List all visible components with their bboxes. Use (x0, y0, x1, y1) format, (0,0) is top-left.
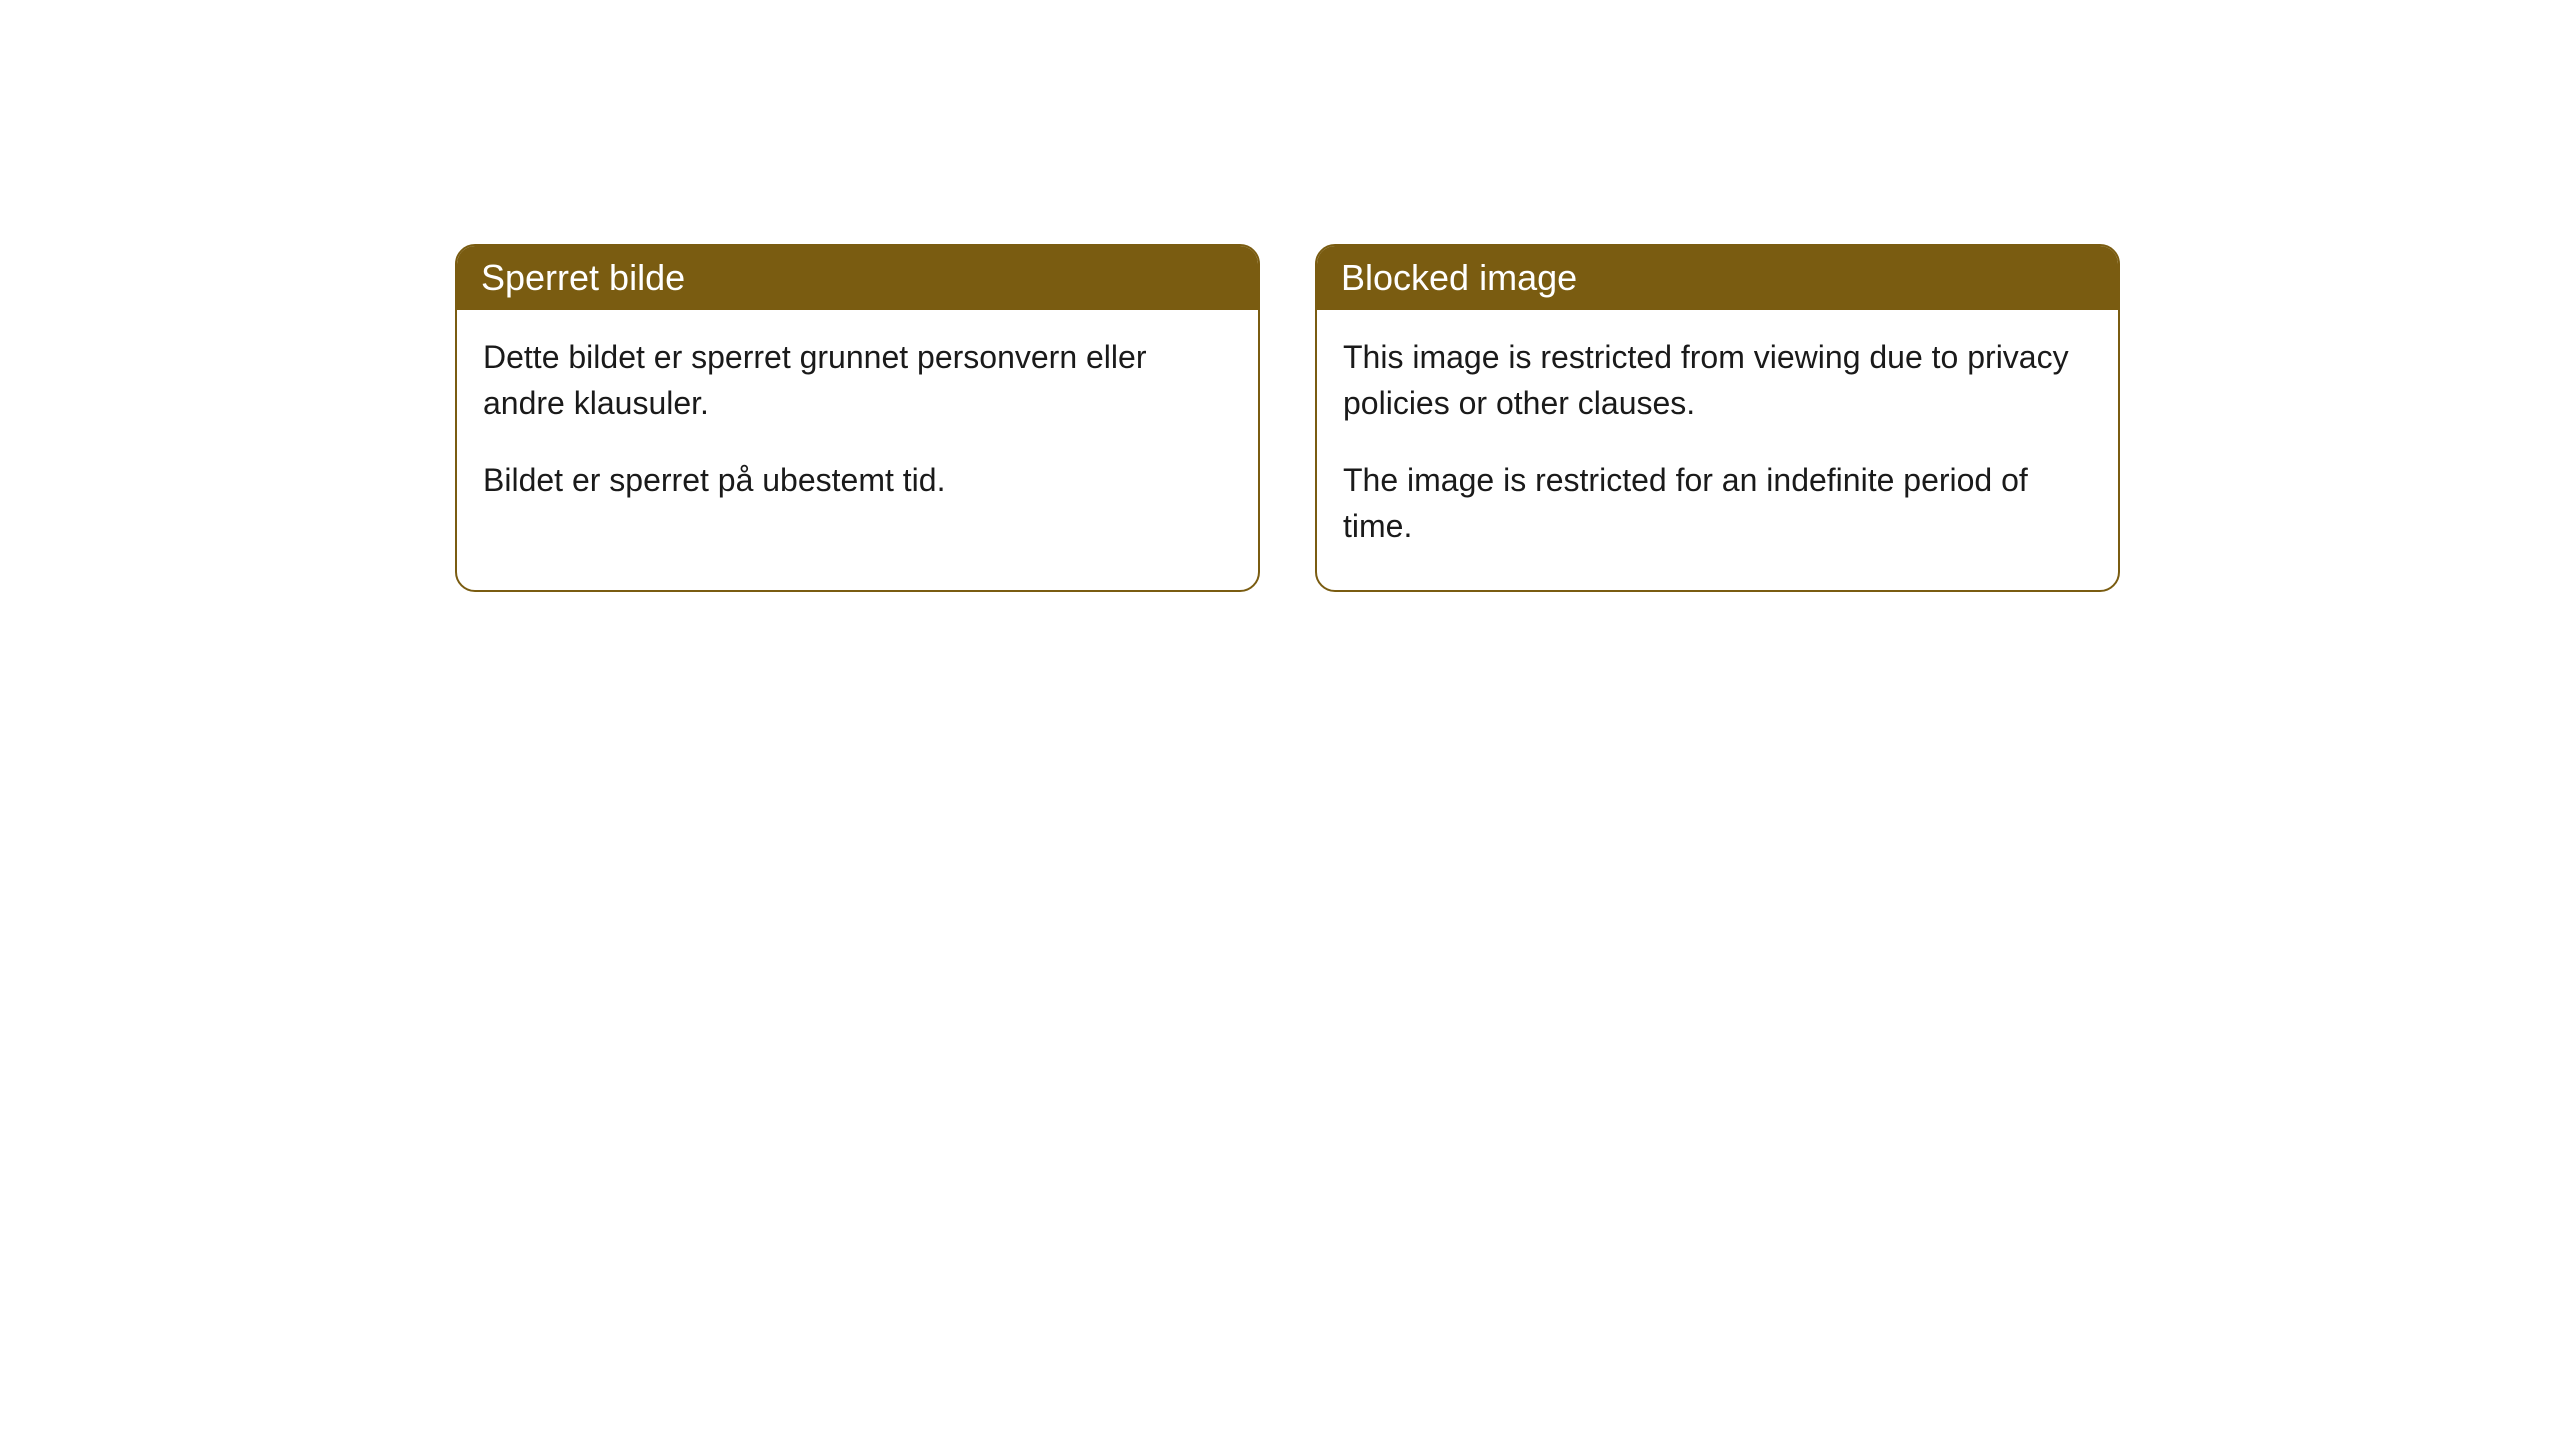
card-paragraph-1-english: This image is restricted from viewing du… (1343, 334, 2092, 427)
cards-container: Sperret bilde Dette bildet er sperret gr… (455, 244, 2560, 592)
card-body-english: This image is restricted from viewing du… (1317, 310, 2118, 590)
card-paragraph-2-norwegian: Bildet er sperret på ubestemt tid. (483, 457, 1232, 503)
card-title-english: Blocked image (1341, 257, 1577, 298)
card-header-norwegian: Sperret bilde (457, 246, 1258, 310)
card-header-english: Blocked image (1317, 246, 2118, 310)
card-body-norwegian: Dette bildet er sperret grunnet personve… (457, 310, 1258, 543)
card-paragraph-2-english: The image is restricted for an indefinit… (1343, 457, 2092, 550)
blocked-image-card-english: Blocked image This image is restricted f… (1315, 244, 2120, 592)
card-paragraph-1-norwegian: Dette bildet er sperret grunnet personve… (483, 334, 1232, 427)
blocked-image-card-norwegian: Sperret bilde Dette bildet er sperret gr… (455, 244, 1260, 592)
card-title-norwegian: Sperret bilde (481, 257, 685, 298)
